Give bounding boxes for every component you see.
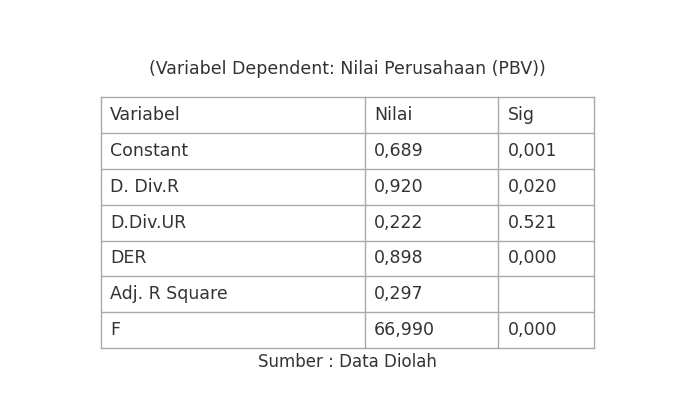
Text: Adj. R Square: Adj. R Square: [110, 285, 228, 303]
Text: (Variabel Dependent: Nilai Perusahaan (PBV)): (Variabel Dependent: Nilai Perusahaan (P…: [149, 60, 546, 78]
Text: 0,689: 0,689: [374, 142, 424, 160]
Text: 0,222: 0,222: [374, 214, 424, 231]
Text: 0,000: 0,000: [508, 321, 557, 339]
Text: DER: DER: [110, 249, 146, 268]
Text: Sumber : Data Diolah: Sumber : Data Diolah: [258, 352, 437, 370]
Text: 0,920: 0,920: [374, 178, 424, 196]
Text: 0,898: 0,898: [374, 249, 424, 268]
Text: Nilai: Nilai: [374, 106, 413, 124]
Text: Constant: Constant: [110, 142, 188, 160]
Text: D.Div.UR: D.Div.UR: [110, 214, 186, 231]
Text: D. Div.R: D. Div.R: [110, 178, 179, 196]
Text: 0.521: 0.521: [508, 214, 557, 231]
Text: 0,020: 0,020: [508, 178, 557, 196]
Text: 0,001: 0,001: [508, 142, 557, 160]
Text: Sig: Sig: [508, 106, 534, 124]
Text: 0,000: 0,000: [508, 249, 557, 268]
Text: 66,990: 66,990: [374, 321, 435, 339]
Text: F: F: [110, 321, 120, 339]
Text: Variabel: Variabel: [110, 106, 181, 124]
Text: 0,297: 0,297: [374, 285, 424, 303]
